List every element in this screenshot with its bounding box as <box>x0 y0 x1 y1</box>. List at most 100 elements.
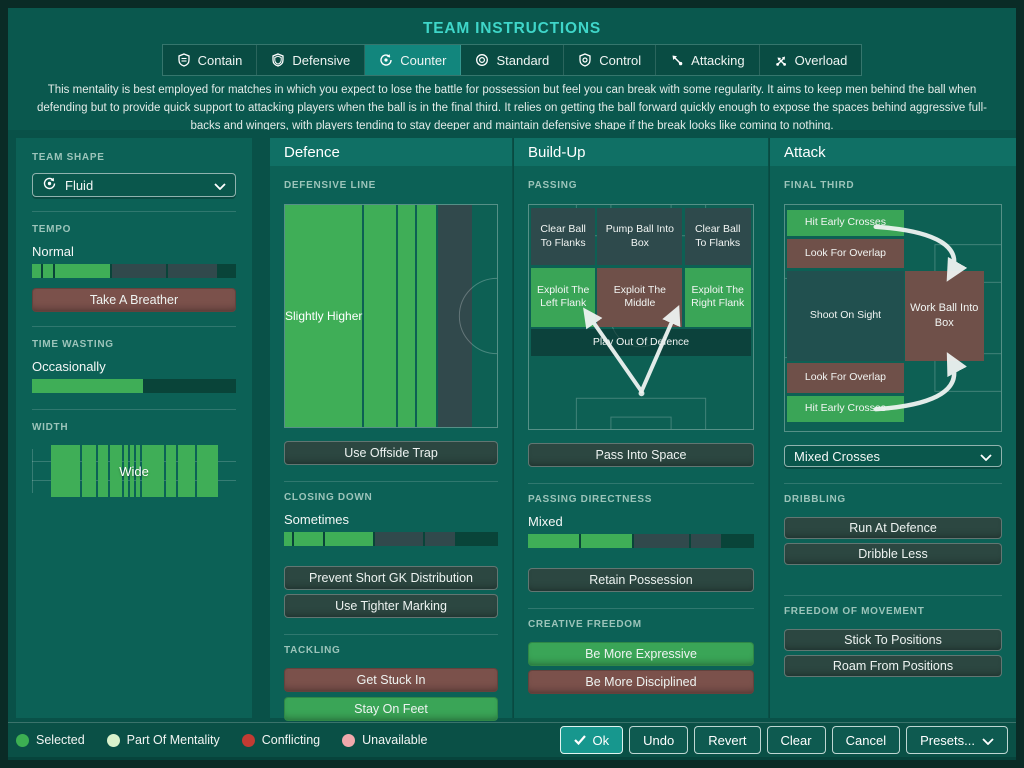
main-area: TEAM SHAPE Fluid TEMPO Normal Take A Bre… <box>8 130 1016 722</box>
unavailable-dot-icon <box>342 733 356 747</box>
mentality-description: This mentality is best employed for matc… <box>37 84 987 132</box>
tempo-value: Normal <box>32 244 74 259</box>
exploit-the-right-flank-zone[interactable]: Exploit The Right Flank <box>684 267 751 328</box>
defensive-line-pitch[interactable]: Slightly Higher <box>284 204 498 428</box>
column-divider <box>528 483 754 484</box>
tab-attacking[interactable]: Attacking <box>656 45 760 75</box>
clear-button[interactable]: Clear <box>766 726 826 754</box>
legend: Selected Part Of Mentality Conflicting U… <box>16 733 427 747</box>
tab-label: Attacking <box>691 52 745 68</box>
time-wasting-bar[interactable] <box>32 379 236 393</box>
column-divider <box>528 608 754 609</box>
attack-header: Attack <box>770 138 1016 166</box>
tab-defensive[interactable]: Defensive <box>257 45 366 75</box>
control-shield-icon <box>578 53 592 67</box>
play-out-of-defence-zone[interactable]: Play Out Of Defence <box>531 329 751 357</box>
work-ball-into-box-zone[interactable]: Work Ball Into Box <box>904 270 984 361</box>
look-for-overlap-bottom-zone[interactable]: Look For Overlap <box>787 363 904 393</box>
exploit-the-left-flank-zone[interactable]: Exploit The Left Flank <box>531 267 596 328</box>
run-at-defence-button[interactable]: Run At Defence <box>784 517 1002 539</box>
team-shape-dropdown[interactable]: Fluid <box>32 173 236 197</box>
chevron-down-icon <box>982 733 994 748</box>
stick-to-positions-button[interactable]: Stick To Positions <box>784 629 1002 651</box>
tab-control[interactable]: Control <box>564 45 657 75</box>
time-wasting-value: Occasionally <box>32 359 106 374</box>
take-a-breather-button[interactable]: Take A Breather <box>32 288 236 312</box>
defensive-line-band <box>364 205 397 427</box>
get-stuck-in-button[interactable]: Get Stuck In <box>284 668 498 692</box>
look-for-overlap-top-zone[interactable]: Look For Overlap <box>787 238 904 269</box>
hit-early-crosses-bottom-zone[interactable]: Hit Early Crosses <box>787 395 904 422</box>
prevent-short-gk-distribution-button[interactable]: Prevent Short GK Distribution <box>284 566 498 590</box>
contain-shield-icon <box>177 53 191 67</box>
width-label: WIDTH <box>32 422 69 433</box>
conflicting-dot-icon <box>241 733 255 747</box>
tab-counter[interactable]: Counter <box>365 45 462 75</box>
width-widget[interactable]: Wide <box>32 445 236 497</box>
ok-button[interactable]: Ok <box>559 726 624 754</box>
tab-contain[interactable]: Contain <box>162 45 258 75</box>
pump-ball-into-box-zone[interactable]: Pump Ball Into Box <box>597 208 683 266</box>
crosses-dropdown[interactable]: Mixed Crosses <box>784 445 1002 467</box>
pitch-tick <box>32 449 33 493</box>
clear-ball-to-flanks-left-zone[interactable]: Clear Ball To Flanks <box>531 208 596 266</box>
cancel-button[interactable]: Cancel <box>831 726 901 754</box>
dribbling-label: DRIBBLING <box>784 494 846 505</box>
legend-conflicting: Conflicting <box>241 733 320 747</box>
exploit-the-middle-zone[interactable]: Exploit The Middle <box>597 267 683 328</box>
column-divider <box>284 634 498 635</box>
team-shape-label: TEAM SHAPE <box>32 152 105 163</box>
passing-directness-value: Mixed <box>528 514 563 529</box>
retain-possession-button[interactable]: Retain Possession <box>528 568 754 592</box>
tab-standard[interactable]: Standard <box>461 45 565 75</box>
sidebar: TEAM SHAPE Fluid TEMPO Normal Take A Bre… <box>16 138 252 718</box>
attacking-arrow-icon <box>670 53 684 67</box>
selected-dot-icon <box>16 733 29 747</box>
defence-header: Defence <box>270 138 512 166</box>
stay-on-feet-button[interactable]: Stay On Feet <box>284 697 498 721</box>
be-more-expressive-button[interactable]: Be More Expressive <box>528 642 754 666</box>
time-wasting-label: TIME WASTING <box>32 339 114 350</box>
defensive-line-band <box>398 205 416 427</box>
standard-circle-icon <box>475 53 489 67</box>
footer-bar: Selected Part Of Mentality Conflicting U… <box>8 722 1016 760</box>
pass-into-space-button[interactable]: Pass Into Space <box>528 443 754 467</box>
legend-label: Unavailable <box>362 733 428 747</box>
tab-label: Control <box>599 52 642 68</box>
tab-label: Defensive <box>292 52 351 68</box>
column-divider <box>784 483 1002 484</box>
dribble-less-button[interactable]: Dribble Less <box>784 543 1002 565</box>
tab-overload[interactable]: Overload <box>759 45 862 75</box>
crosses-value: Mixed Crosses <box>794 448 880 464</box>
closing-down-label: CLOSING DOWN <box>284 492 373 503</box>
tempo-bar[interactable] <box>32 264 236 278</box>
use-tighter-marking-button[interactable]: Use Tighter Marking <box>284 594 498 618</box>
passing-directness-bar[interactable] <box>528 534 754 548</box>
mentality-tabstrip: Contain Defensive Counter <box>8 44 1016 76</box>
closing-down-bar[interactable] <box>284 532 498 546</box>
defensive-line-band <box>417 205 437 427</box>
hit-early-crosses-top-zone[interactable]: Hit Early Crosses <box>787 209 904 236</box>
be-more-disciplined-button[interactable]: Be More Disciplined <box>528 670 754 694</box>
tab-label: Standard <box>496 52 550 68</box>
revert-button[interactable]: Revert <box>694 726 761 754</box>
tackling-label: TACKLING <box>284 645 341 656</box>
column-divider <box>284 481 498 482</box>
use-offside-trap-button[interactable]: Use Offside Trap <box>284 441 498 465</box>
tab-label: Counter <box>400 52 447 68</box>
undo-button[interactable]: Undo <box>629 726 689 754</box>
clear-ball-to-flanks-right-zone[interactable]: Clear Ball To Flanks <box>684 208 751 266</box>
legend-selected: Selected <box>16 733 85 747</box>
presets-label: Presets... <box>920 732 975 748</box>
legend-label: Selected <box>36 733 85 747</box>
presets-button[interactable]: Presets... <box>906 726 1008 754</box>
counter-arrow-icon <box>379 53 393 67</box>
overload-arrows-icon <box>774 53 788 67</box>
passing-label: PASSING <box>528 180 578 191</box>
chevron-down-icon <box>214 178 226 193</box>
build-up-column: Build-Up PASSING Clear Ball To Flanks <box>513 138 768 718</box>
page-title: TEAM INSTRUCTIONS <box>422 20 602 37</box>
shoot-on-sight-zone[interactable]: Shoot On Sight <box>787 270 904 361</box>
roam-from-positions-button[interactable]: Roam From Positions <box>784 655 1002 677</box>
final-third-pitch: Hit Early Crosses Look For Overlap Shoot… <box>784 204 1002 432</box>
